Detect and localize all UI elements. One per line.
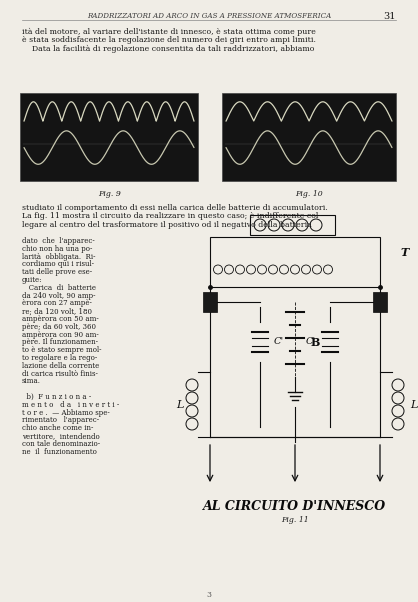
- Text: da 240 volt, 90 amp-: da 240 volt, 90 amp-: [22, 291, 95, 300]
- Text: 31: 31: [383, 12, 396, 21]
- Text: to regolare e la rego-: to regolare e la rego-: [22, 354, 97, 362]
- Text: è stata soddisfacente la regolazione del numero dei giri entro ampi limiti.: è stata soddisfacente la regolazione del…: [22, 37, 316, 45]
- Text: Fig. 11: Fig. 11: [281, 516, 309, 524]
- Text: ampèrora con 50 am-: ampèrora con 50 am-: [22, 315, 99, 323]
- Bar: [250, 215, 335, 235]
- Text: C': C': [274, 338, 284, 347]
- Text: to è stato sempre mol-: to è stato sempre mol-: [22, 346, 102, 354]
- Bar: [203, 292, 217, 312]
- Text: père; da 60 volt, 360: père; da 60 volt, 360: [22, 323, 96, 331]
- Text: studiato il comportamento di essi nella carica delle batterie di accumulatori.: studiato il comportamento di essi nella …: [22, 204, 328, 212]
- Text: ità del motore, al variare dell'istante di innesco, è stata ottima come pure: ità del motore, al variare dell'istante …: [22, 28, 316, 36]
- Bar: [222, 93, 396, 181]
- Text: 3: 3: [206, 591, 212, 599]
- Text: ampèrora con 90 am-: ampèrora con 90 am-: [22, 330, 99, 338]
- Text: cordiamo qui i risul-: cordiamo qui i risul-: [22, 261, 94, 268]
- Text: RADDRIZZATORI AD ARCO IN GAS A PRESSIONE ATMOSFERICA: RADDRIZZATORI AD ARCO IN GAS A PRESSIONE…: [87, 12, 331, 20]
- Text: b)  F u n z i o n a -: b) F u n z i o n a -: [22, 393, 91, 401]
- Text: Fig. 9: Fig. 9: [98, 190, 120, 198]
- Text: di carica risultò finis-: di carica risultò finis-: [22, 370, 98, 377]
- Text: larità  obbligata.  Ri-: larità obbligata. Ri-: [22, 253, 95, 261]
- Text: èrora con 27 ampè-: èrora con 27 ampè-: [22, 299, 92, 308]
- Text: guite:: guite:: [22, 276, 43, 284]
- Text: T: T: [400, 246, 408, 258]
- Text: m e n t o   d a   i n v e r t i -: m e n t o d a i n v e r t i -: [22, 401, 119, 409]
- Text: vertitore,  intendendo: vertitore, intendendo: [22, 432, 100, 440]
- Text: tati delle prove ese-: tati delle prove ese-: [22, 268, 92, 276]
- Text: re; da 120 volt, 180: re; da 120 volt, 180: [22, 307, 92, 315]
- Text: L': L': [410, 400, 418, 409]
- Text: dato  che  l'apparec-: dato che l'apparec-: [22, 237, 95, 245]
- Text: L: L: [176, 400, 184, 409]
- Text: rimentato   l'apparec-: rimentato l'apparec-: [22, 417, 99, 424]
- Bar: [373, 292, 387, 312]
- Text: B: B: [311, 337, 320, 347]
- Text: La fig. 11 mostra il circuito da realizzare in questo caso; è indifferente col-: La fig. 11 mostra il circuito da realizz…: [22, 213, 321, 220]
- Text: chio non ha una po-: chio non ha una po-: [22, 245, 92, 253]
- Text: Data la facilità di regolazione consentita da tali raddrizzatori, abbiamo: Data la facilità di regolazione consenti…: [22, 45, 314, 53]
- Text: Fig. 10: Fig. 10: [295, 190, 323, 198]
- Text: chio anche come in-: chio anche come in-: [22, 424, 93, 432]
- Text: t o r e .  — Abbiamo spe-: t o r e . — Abbiamo spe-: [22, 409, 110, 417]
- Bar: [20, 93, 198, 181]
- Text: legare al centro del trasformatore il positivo od il negativo della batteria: legare al centro del trasformatore il po…: [22, 221, 312, 229]
- Text: père. Il funzionamen-: père. Il funzionamen-: [22, 338, 98, 346]
- Text: lazione della corrente: lazione della corrente: [22, 362, 99, 370]
- Text: C': C': [306, 338, 316, 347]
- Bar: [210, 237, 380, 287]
- Text: Carica  di  batterie: Carica di batterie: [22, 284, 96, 292]
- Text: AL CIRCUITO D'INNESCO: AL CIRCUITO D'INNESCO: [204, 500, 387, 513]
- Text: sima.: sima.: [22, 377, 41, 385]
- Text: con tale denominazio-: con tale denominazio-: [22, 440, 100, 448]
- Text: ne  il  funzionamento: ne il funzionamento: [22, 448, 97, 456]
